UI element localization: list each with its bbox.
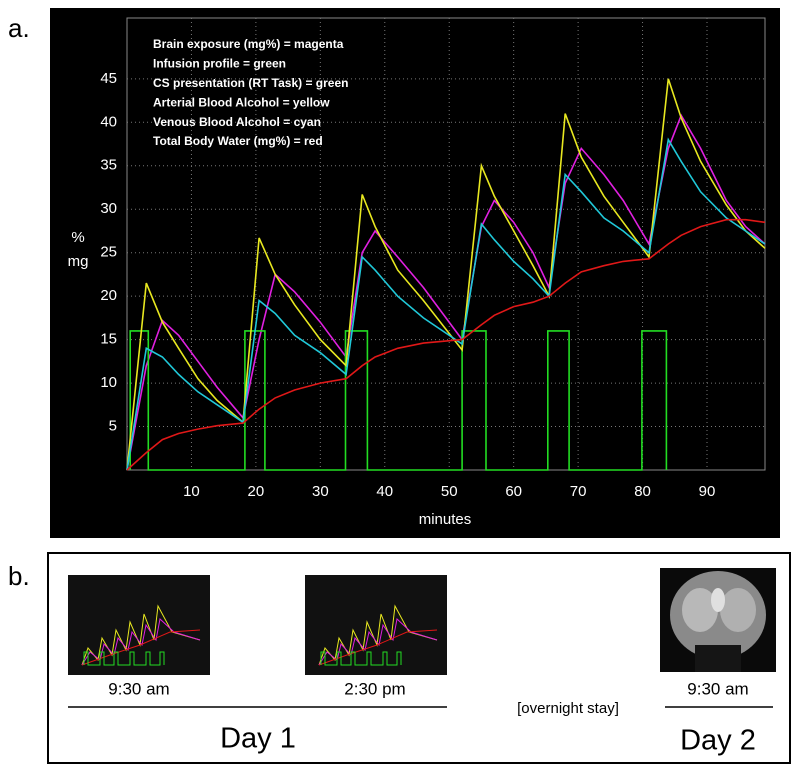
series-line xyxy=(126,218,766,471)
x-tick-label: 90 xyxy=(699,483,716,500)
x-tick-label: 50 xyxy=(441,483,458,500)
panel-frame xyxy=(47,552,791,764)
thumbnail-line xyxy=(81,629,201,666)
time-label: 2:30 pm xyxy=(344,679,405,698)
series-line xyxy=(126,137,766,471)
x-axis-label: minutes xyxy=(419,511,472,528)
y-axis-label: % xyxy=(71,229,84,246)
thumbnail-bg xyxy=(305,575,447,675)
chart-background xyxy=(50,8,780,538)
x-tick-label: 80 xyxy=(634,483,651,500)
legend-entry: Venous Blood Alcohol = cyan xyxy=(153,115,321,129)
x-tick-label: 70 xyxy=(570,483,587,500)
plot: 10 20 30 40 50 60 70 80 90 5 10 15 20 25 30 35 40 45 Brain… xyxy=(100,18,766,500)
y-tick-label: 20 xyxy=(100,287,117,304)
thumbnail-line xyxy=(81,618,201,666)
legend-entry: Arterial Blood Alcohol = yellow xyxy=(153,95,330,109)
y-tick-label: 35 xyxy=(100,157,117,174)
y-tick-label: 40 xyxy=(100,113,117,130)
mri-image xyxy=(660,568,776,672)
thumbnail-line xyxy=(83,651,165,666)
y-tick-label: 25 xyxy=(100,244,117,261)
thumbnail xyxy=(68,575,210,675)
y-tick-label: 30 xyxy=(100,200,117,217)
thumbnail-line xyxy=(320,651,402,666)
panel-label: b. xyxy=(8,561,30,591)
thumbnail-line xyxy=(318,629,438,666)
day-label: Day 1 xyxy=(220,723,296,755)
legend-entry: Brain exposure (mg%) = magenta xyxy=(153,37,344,51)
mri-region xyxy=(720,588,756,632)
thumbnail-line xyxy=(318,604,438,666)
y-axis-label: mg xyxy=(68,253,89,270)
overnight-label: [overnight stay] xyxy=(517,700,619,717)
x-tick-label: 20 xyxy=(248,483,265,500)
mri-region xyxy=(711,588,725,612)
series-line xyxy=(126,78,766,471)
series-line xyxy=(129,330,668,471)
x-tick-label: 30 xyxy=(312,483,329,500)
x-tick-label: 10 xyxy=(183,483,200,500)
y-tick-label: 5 xyxy=(109,418,117,435)
thumbnail-line xyxy=(318,618,438,666)
x-tick-label: 40 xyxy=(376,483,393,500)
legend-entry: Infusion profile = green xyxy=(153,57,286,71)
y-tick-label: 15 xyxy=(100,331,117,348)
mri-region xyxy=(682,588,718,632)
y-tick-label: 10 xyxy=(100,374,117,391)
time-label: 9:30 am xyxy=(108,679,169,698)
legend-entry: CS presentation (RT Task) = green xyxy=(153,76,349,90)
thumbnail-bg xyxy=(68,575,210,675)
thumbnail xyxy=(305,575,447,675)
thumbnail-line xyxy=(81,604,201,666)
mri-region xyxy=(695,645,741,672)
y-tick-label: 45 xyxy=(100,70,117,87)
x-tick-label: 60 xyxy=(505,483,522,500)
day-label: Day 2 xyxy=(680,725,756,757)
panel-label: a. xyxy=(8,13,30,43)
legend-entry: Total Body Water (mg%) = red xyxy=(153,134,323,148)
time-label: 9:30 am xyxy=(687,679,748,698)
